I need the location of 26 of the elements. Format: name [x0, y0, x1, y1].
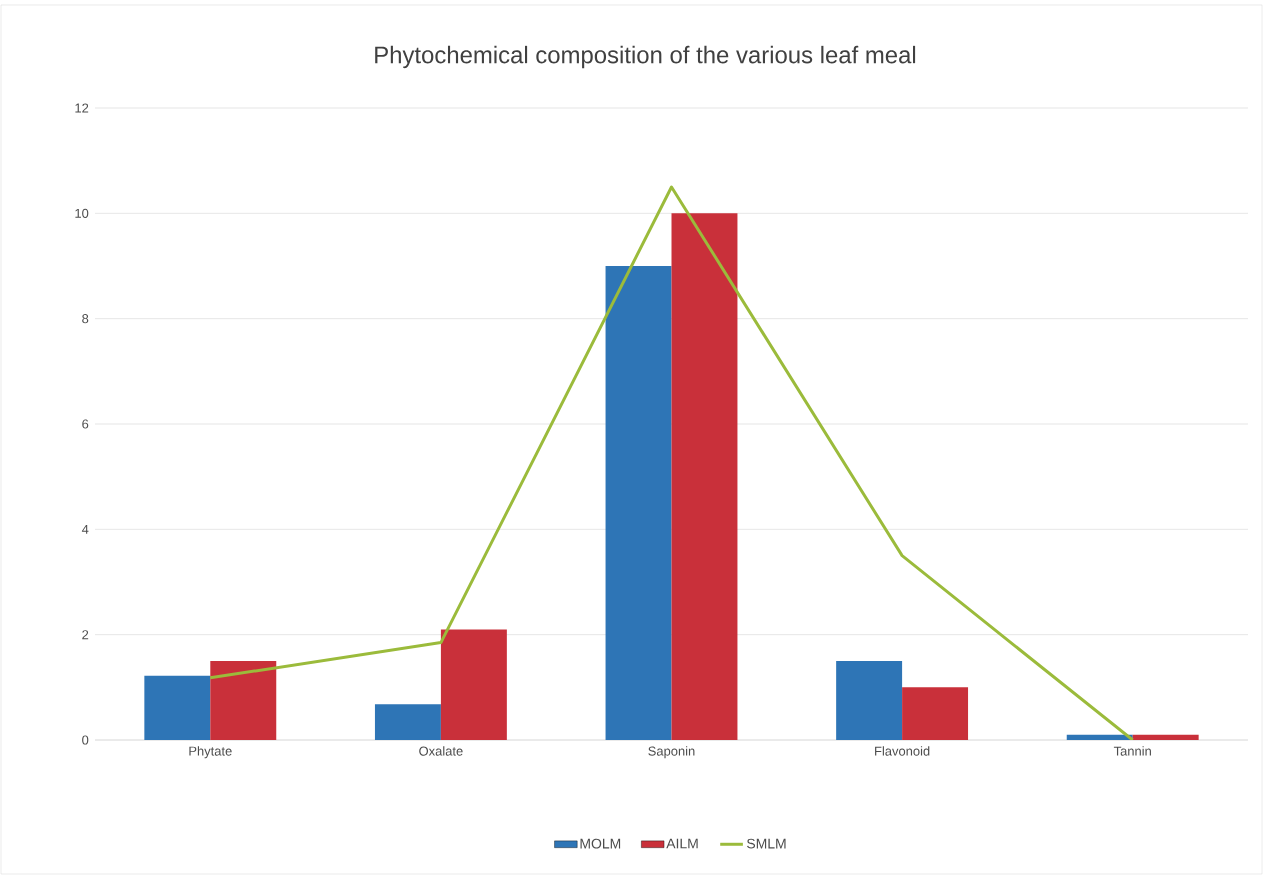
y-tick-label: 6 — [82, 419, 89, 429]
x-tick-label: Tannin — [1113, 746, 1151, 756]
bar — [902, 687, 969, 740]
bar — [210, 661, 277, 740]
bar — [836, 661, 903, 740]
bar — [374, 704, 441, 740]
legend-label: MOLM — [580, 838, 621, 849]
legend-label: AILM — [666, 838, 698, 849]
x-tick-label: Phytate — [189, 746, 232, 759]
x-tick-label: Saponin — [648, 746, 695, 759]
y-tick-label: 4 — [81, 524, 89, 534]
chart-title: Phytochemical composition of the various leaf meal — [375, 45, 916, 69]
x-tick-label: Flavonoid — [875, 746, 930, 756]
y-tick-label: 0 — [82, 735, 89, 745]
bar — [671, 213, 738, 740]
y-tick-label: 8 — [82, 314, 89, 324]
line-series — [208, 185, 1135, 740]
y-tick-label: 10 — [75, 208, 89, 218]
y-tick-label: 12 — [75, 103, 89, 113]
bar — [144, 675, 211, 740]
legend-label: SMLM — [747, 838, 786, 849]
bar — [605, 266, 672, 740]
bar — [1132, 734, 1199, 740]
x-tick-label: Oxalate — [419, 746, 463, 756]
y-tick-label: 2 — [82, 630, 89, 640]
bar — [440, 629, 507, 740]
